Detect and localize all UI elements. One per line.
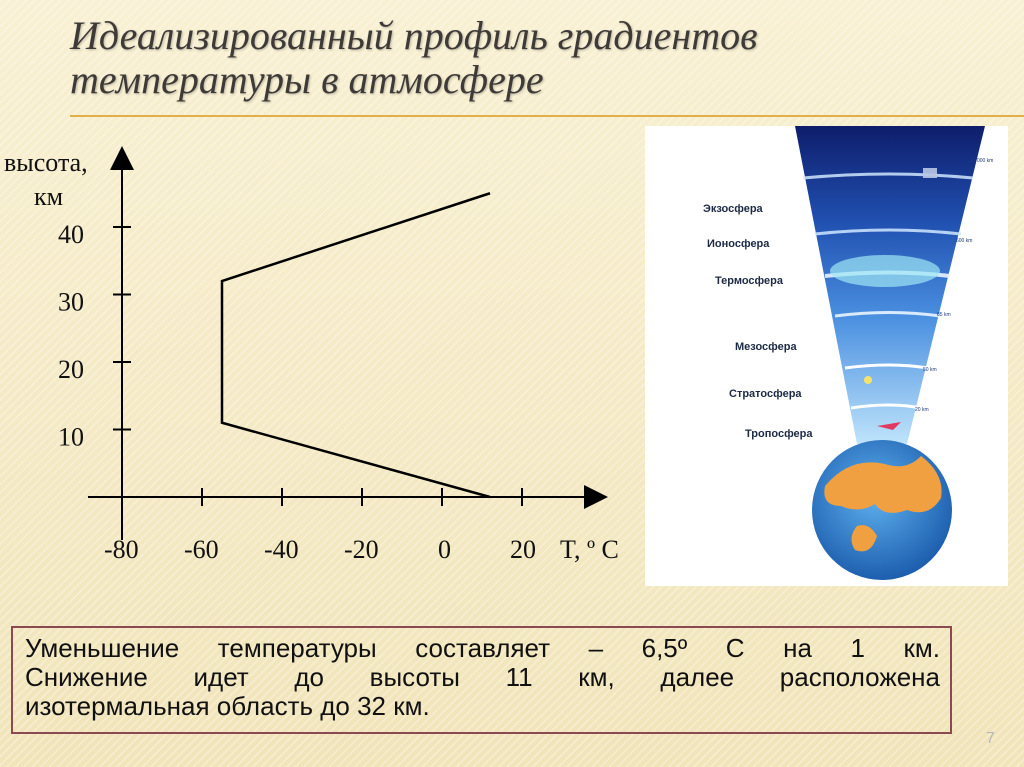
y-tick-label: 20: [58, 355, 84, 384]
x-tick-label: -40: [264, 535, 299, 564]
layer-label-troposphere: Тропосфера: [745, 428, 813, 440]
altitude-mark-85km: 85 km: [937, 312, 951, 318]
x-tick-label: 0: [438, 535, 451, 564]
x-axis-label: T, º C: [560, 535, 619, 564]
altitude-mark-600km: 600 km: [956, 238, 972, 244]
title-line-1: Идеализированный профиль градиентов: [70, 13, 758, 58]
x-tick-label: -80: [104, 535, 139, 564]
altitude-mark-20km: 20 km: [915, 407, 929, 413]
x-tick-label: 20: [510, 535, 536, 564]
layer-label-thermosphere: Термосфера: [715, 275, 784, 287]
temperature-profile-line: [220, 192, 491, 499]
y-tick-label: 10: [58, 423, 84, 452]
layer-label-exosphere: Экзосфера: [703, 203, 764, 215]
layer-label-ionosphere: Ионосфера: [707, 238, 770, 250]
x-tick-label: -60: [184, 535, 219, 564]
axis-ticks: -80 -60 -40 -20 0 20 10 20 30 40: [58, 220, 536, 564]
y-tick-label: 40: [58, 220, 84, 249]
layer-label-stratosphere: Стратосфера: [729, 388, 802, 400]
temperature-profile-chart: высота, км T, º C -80 -60 -40 -20 0 20 10 20 30 4…: [4, 146, 619, 564]
title-divider: [70, 115, 1024, 117]
atmosphere-layers-illustration: Экзосфера Ионосфера Термосфера Мезосфера…: [645, 126, 1008, 586]
slide-title: Идеализированный профиль градиентов темп…: [70, 14, 970, 102]
y-tick-label: 30: [58, 288, 84, 317]
x-tick-label: -20: [344, 535, 379, 564]
y-axis-label-line-1: высота,: [4, 148, 88, 177]
note-line-3: изотермальная область до 32 км.: [25, 691, 430, 721]
altitude-mark-10000km: 10 000 km: [970, 158, 993, 164]
title-line-2: температуры в атмосфере: [70, 57, 544, 102]
note-line-2: Снижение идет до высоты 11 км, далее рас…: [25, 662, 940, 692]
note-line-1: Уменьшение температуры составляет – 6,5º…: [25, 633, 940, 663]
series-layer: [220, 192, 491, 499]
layer-label-mesosphere: Мезосфера: [735, 341, 797, 353]
page-number: 7: [986, 730, 995, 747]
y-axis-label-line-2: км: [34, 182, 63, 211]
explanation-note: Уменьшение температуры составляет – 6,5º…: [11, 626, 952, 734]
altitude-mark-50km: 50 km: [923, 367, 937, 373]
